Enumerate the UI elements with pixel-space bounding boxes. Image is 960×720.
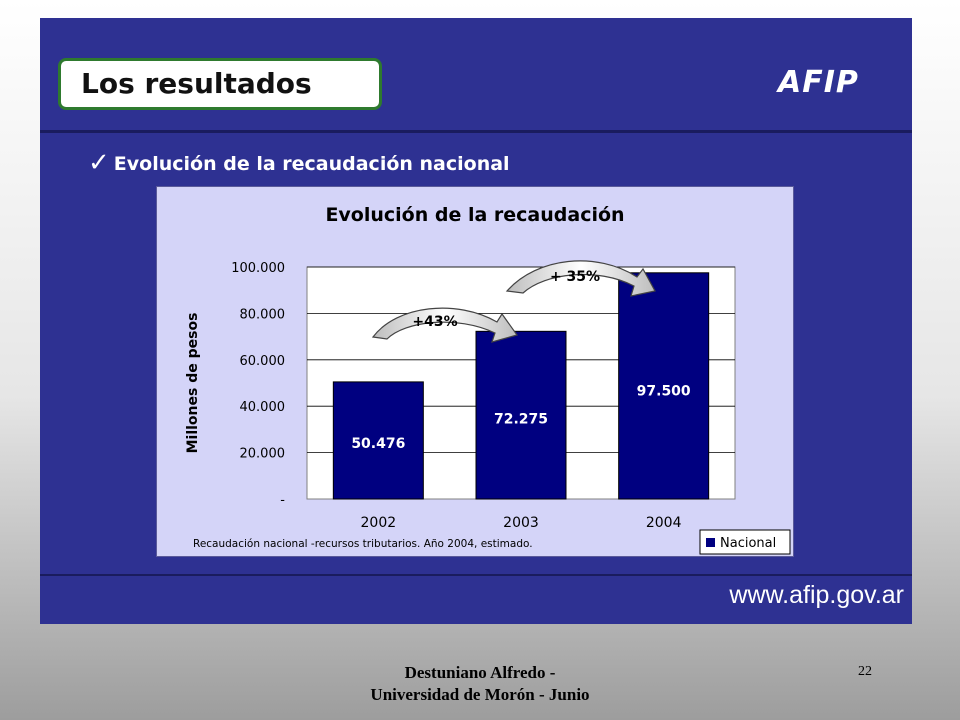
growth-arrow-icon [371, 307, 518, 343]
growth-annotation: +43% [412, 314, 457, 330]
y-tick-label: 20.000 [240, 447, 286, 462]
header-band: Los resultados AFIP [40, 18, 912, 133]
legend: Nacional [699, 529, 791, 555]
chart-title: Evolución de la recaudación [325, 204, 624, 226]
footer-band: www.afip.gov.ar [40, 574, 912, 614]
x-tick-label: 2003 [503, 515, 539, 531]
bar-2002 [332, 381, 424, 500]
chart-footnote: Recaudación nacional -recursos tributari… [193, 538, 533, 550]
y-tick-label: - [280, 493, 285, 508]
data-label: 50.476 [351, 436, 405, 452]
y-tick-label: 80.000 [240, 307, 286, 322]
author-line: Universidad de Morón - Junio [370, 685, 590, 704]
arrows-layer [371, 260, 656, 343]
y-axis-ticks: - 20.000 40.000 60.000 80.000 100.000 [231, 261, 285, 508]
growth-annotation: + 35% [550, 269, 600, 285]
y-tick-label: 40.000 [240, 400, 286, 415]
data-label: 72.275 [494, 412, 548, 428]
author-note: Destuniano Alfredo - Universidad de Moró… [300, 662, 660, 706]
afip-logo: AFIP [778, 65, 859, 100]
legend-label: Nacional [720, 536, 776, 551]
y-tick-label: 100.000 [231, 261, 285, 276]
slide: Los resultados AFIP ✓ Evolución de la rec… [40, 18, 912, 624]
bullet-item: ✓ Evolución de la recaudación nacional [88, 148, 510, 178]
page-number: 22 [858, 664, 872, 679]
y-axis-label: Millones de pesos [185, 313, 201, 454]
y-tick-label: 60.000 [240, 354, 286, 369]
chart-frame: Evolución de la recaudación 50.476 72.275… [156, 186, 794, 557]
bars-layer: 50.476 72.275 97.500 [332, 272, 710, 500]
x-tick-label: 2004 [646, 515, 682, 531]
author-line: Destuniano Alfredo - [404, 663, 556, 682]
x-tick-label: 2002 [361, 515, 397, 531]
x-axis-ticks: 2002 2003 2004 [361, 515, 682, 531]
footer-url: www.afip.gov.ar [729, 581, 904, 609]
legend-swatch [706, 538, 715, 547]
check-icon: ✓ [88, 148, 110, 178]
bullet-text: Evolución de la recaudación nacional [113, 153, 510, 175]
growth-arrow-icon [505, 260, 656, 297]
bar-2003 [475, 330, 567, 500]
data-label: 97.500 [637, 383, 691, 399]
chart: Evolución de la recaudación 50.476 72.275… [185, 204, 791, 555]
slide-title: Los resultados [58, 58, 382, 110]
bar-2004 [618, 272, 710, 500]
